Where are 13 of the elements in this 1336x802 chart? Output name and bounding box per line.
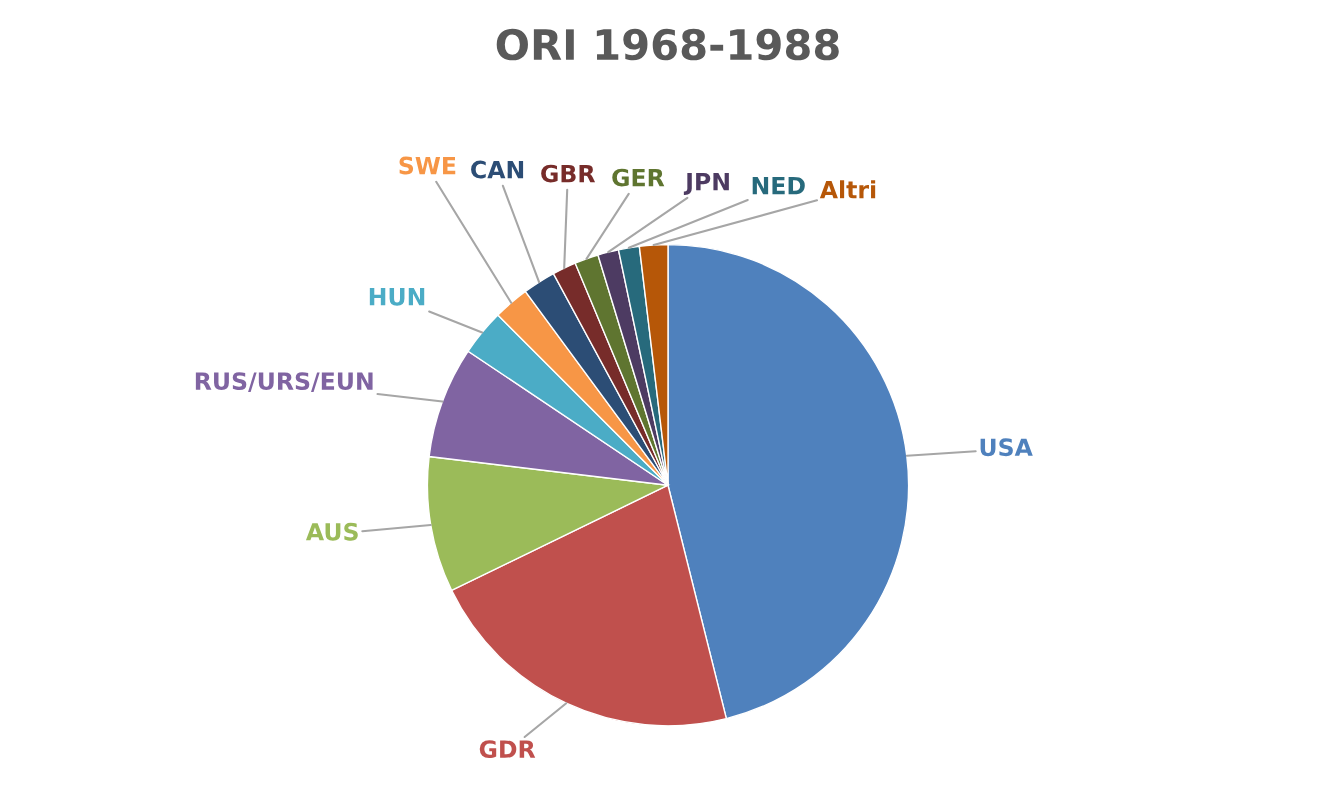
slice-label: RUS/URS/EUN: [195, 372, 373, 392]
slice-label: Altri: [819, 180, 876, 199]
chart-title: ORI 1968-1988: [496, 28, 839, 61]
slice-label: GER: [612, 168, 665, 187]
slice-label: AUS: [305, 522, 358, 541]
slice-label: NED: [752, 176, 805, 195]
slice-label: SWE: [399, 156, 456, 175]
slice-label: HUN: [369, 288, 425, 306]
slice-label: USA: [980, 438, 1033, 457]
slice-label: GBR: [541, 164, 596, 183]
slice-label: GDR: [479, 740, 536, 759]
slice-label: CAN: [471, 160, 524, 179]
slice-label: JPN: [683, 172, 729, 195]
